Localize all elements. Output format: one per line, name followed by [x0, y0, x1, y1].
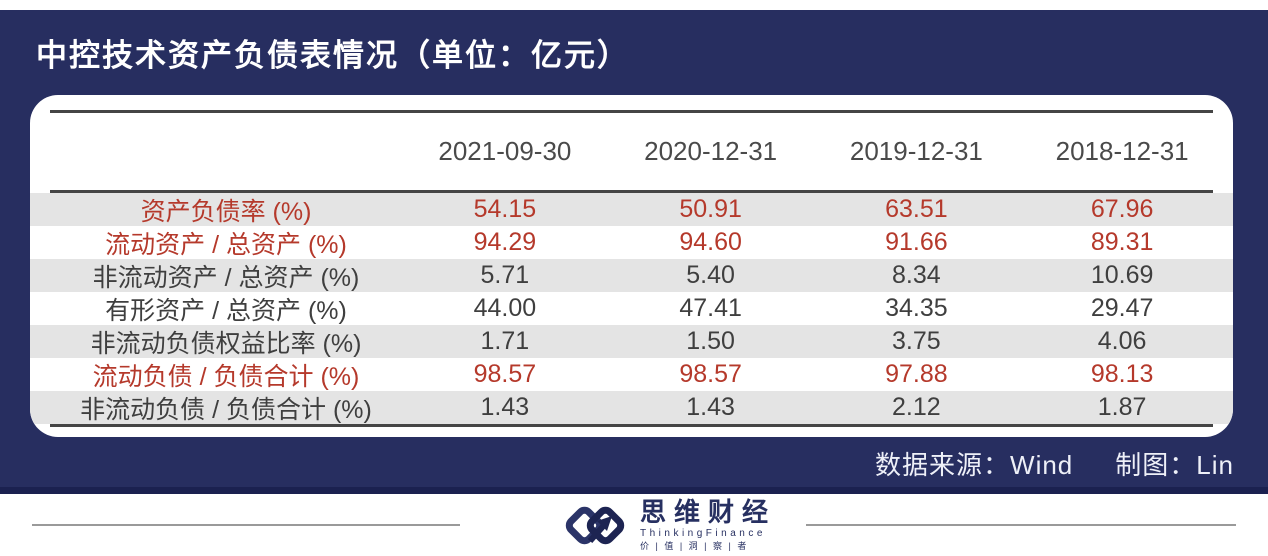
cell-value: 98.57 [473, 360, 537, 388]
cell-value: 63.51 [885, 195, 948, 223]
cell-value: 94.60 [679, 228, 742, 256]
cell-value: 89.31 [1090, 228, 1154, 256]
cell-value: 1.50 [686, 327, 735, 355]
table-row: 非流动资产 / 总资产 (%) 5.71 5.40 8.34 10.69 [30, 259, 1233, 292]
cell-value: 4.06 [1097, 327, 1147, 355]
footer-brand-strip: 思维财经 ThinkingFinance 价 | 值 | 洞 | 察 | 者 [0, 494, 1268, 556]
table-row: 资产负债率 (%) 54.15 50.91 63.51 67.96 [30, 193, 1233, 226]
cell-value: 8.34 [892, 261, 941, 289]
cell-value: 1.71 [480, 327, 530, 355]
cell-value: 98.57 [679, 360, 742, 388]
row-label: 非流动负债权益比率 (%) [90, 329, 362, 358]
row-label: 非流动资产 / 总资产 (%) [92, 263, 360, 292]
table-card: 2021-09-30 2020-12-31 2019-12-31 2018-12… [30, 95, 1233, 437]
cell-value: 1.43 [686, 393, 735, 421]
thinking-finance-logo-icon [565, 506, 625, 545]
table-row: 有形资产 / 总资产 (%) 44.00 47.41 34.35 29.47 [30, 292, 1233, 325]
bottom-divider [50, 424, 1213, 427]
header-banner: 中控技术资产负债表情况（单位：亿元） 2021-09-30 2020-12-31… [0, 10, 1268, 494]
brand-text-block: 思维财经 ThinkingFinance 价 | 值 | 洞 | 察 | 者 [640, 499, 792, 551]
cell-value: 47.41 [679, 294, 742, 322]
column-header: 2019-12-31 [849, 136, 983, 166]
banner-bottom-edge [0, 487, 1268, 494]
cell-value: 67.96 [1090, 195, 1154, 223]
author-value: Lin [1196, 450, 1234, 480]
column-header: 2018-12-31 [1055, 136, 1189, 166]
author-label: 制图： [1115, 450, 1197, 480]
row-label: 流动负债 / 负债合计 (%) [92, 362, 360, 391]
column-header: 2020-12-31 [644, 136, 778, 166]
cell-value: 5.71 [480, 261, 530, 289]
cell-value: 2.12 [892, 393, 941, 421]
cell-value: 54.15 [473, 195, 537, 223]
cell-value: 1.87 [1097, 393, 1147, 421]
cell-value: 98.13 [1090, 360, 1154, 388]
cell-value: 34.35 [885, 294, 948, 322]
top-divider [50, 110, 1213, 113]
header-divider [50, 190, 1213, 193]
column-header: 2021-09-30 [438, 136, 572, 166]
page-title: 中控技术资产负债表情况（单位：亿元） [36, 38, 630, 73]
row-label: 流动资产 / 总资产 (%) [105, 230, 347, 259]
cell-value: 91.66 [885, 228, 948, 256]
source-label: 数据来源： [875, 450, 1011, 480]
table-row: 非流动负债权益比率 (%) 1.71 1.50 3.75 4.06 [30, 325, 1233, 358]
cell-value: 50.91 [679, 195, 742, 223]
brand-name-en: ThinkingFinance [640, 528, 766, 539]
source-value: Wind [1010, 450, 1074, 480]
row-label: 资产负债率 (%) [140, 197, 312, 226]
cell-value: 97.88 [885, 360, 948, 388]
row-label: 非流动负债 / 负债合计 (%) [80, 395, 372, 424]
divider-line [806, 524, 1236, 526]
cell-value: 44.00 [473, 294, 537, 322]
cell-value: 10.69 [1090, 261, 1154, 289]
source-line: 数据来源：Wind 制图：Lin [875, 445, 1234, 482]
table-header-row: 2021-09-30 2020-12-31 2019-12-31 2018-12… [30, 113, 1233, 190]
brand-slogan: 价 | 值 | 洞 | 察 | 者 [640, 541, 749, 551]
cell-value: 5.40 [686, 261, 735, 289]
table-row: 非流动负债 / 负债合计 (%) 1.43 1.43 2.12 1.87 [30, 391, 1233, 424]
divider-line [32, 524, 460, 526]
cell-value: 1.43 [480, 393, 530, 421]
table-row: 流动负债 / 负债合计 (%) 98.57 98.57 97.88 98.13 [30, 358, 1233, 391]
cell-value: 94.29 [473, 228, 537, 256]
brand-name: 思维财经 [640, 497, 777, 527]
cell-value: 3.75 [892, 327, 941, 355]
cell-value: 29.47 [1090, 294, 1154, 322]
table-row: 流动资产 / 总资产 (%) 94.29 94.60 91.66 89.31 [30, 226, 1233, 259]
row-label: 有形资产 / 总资产 (%) [105, 296, 347, 325]
